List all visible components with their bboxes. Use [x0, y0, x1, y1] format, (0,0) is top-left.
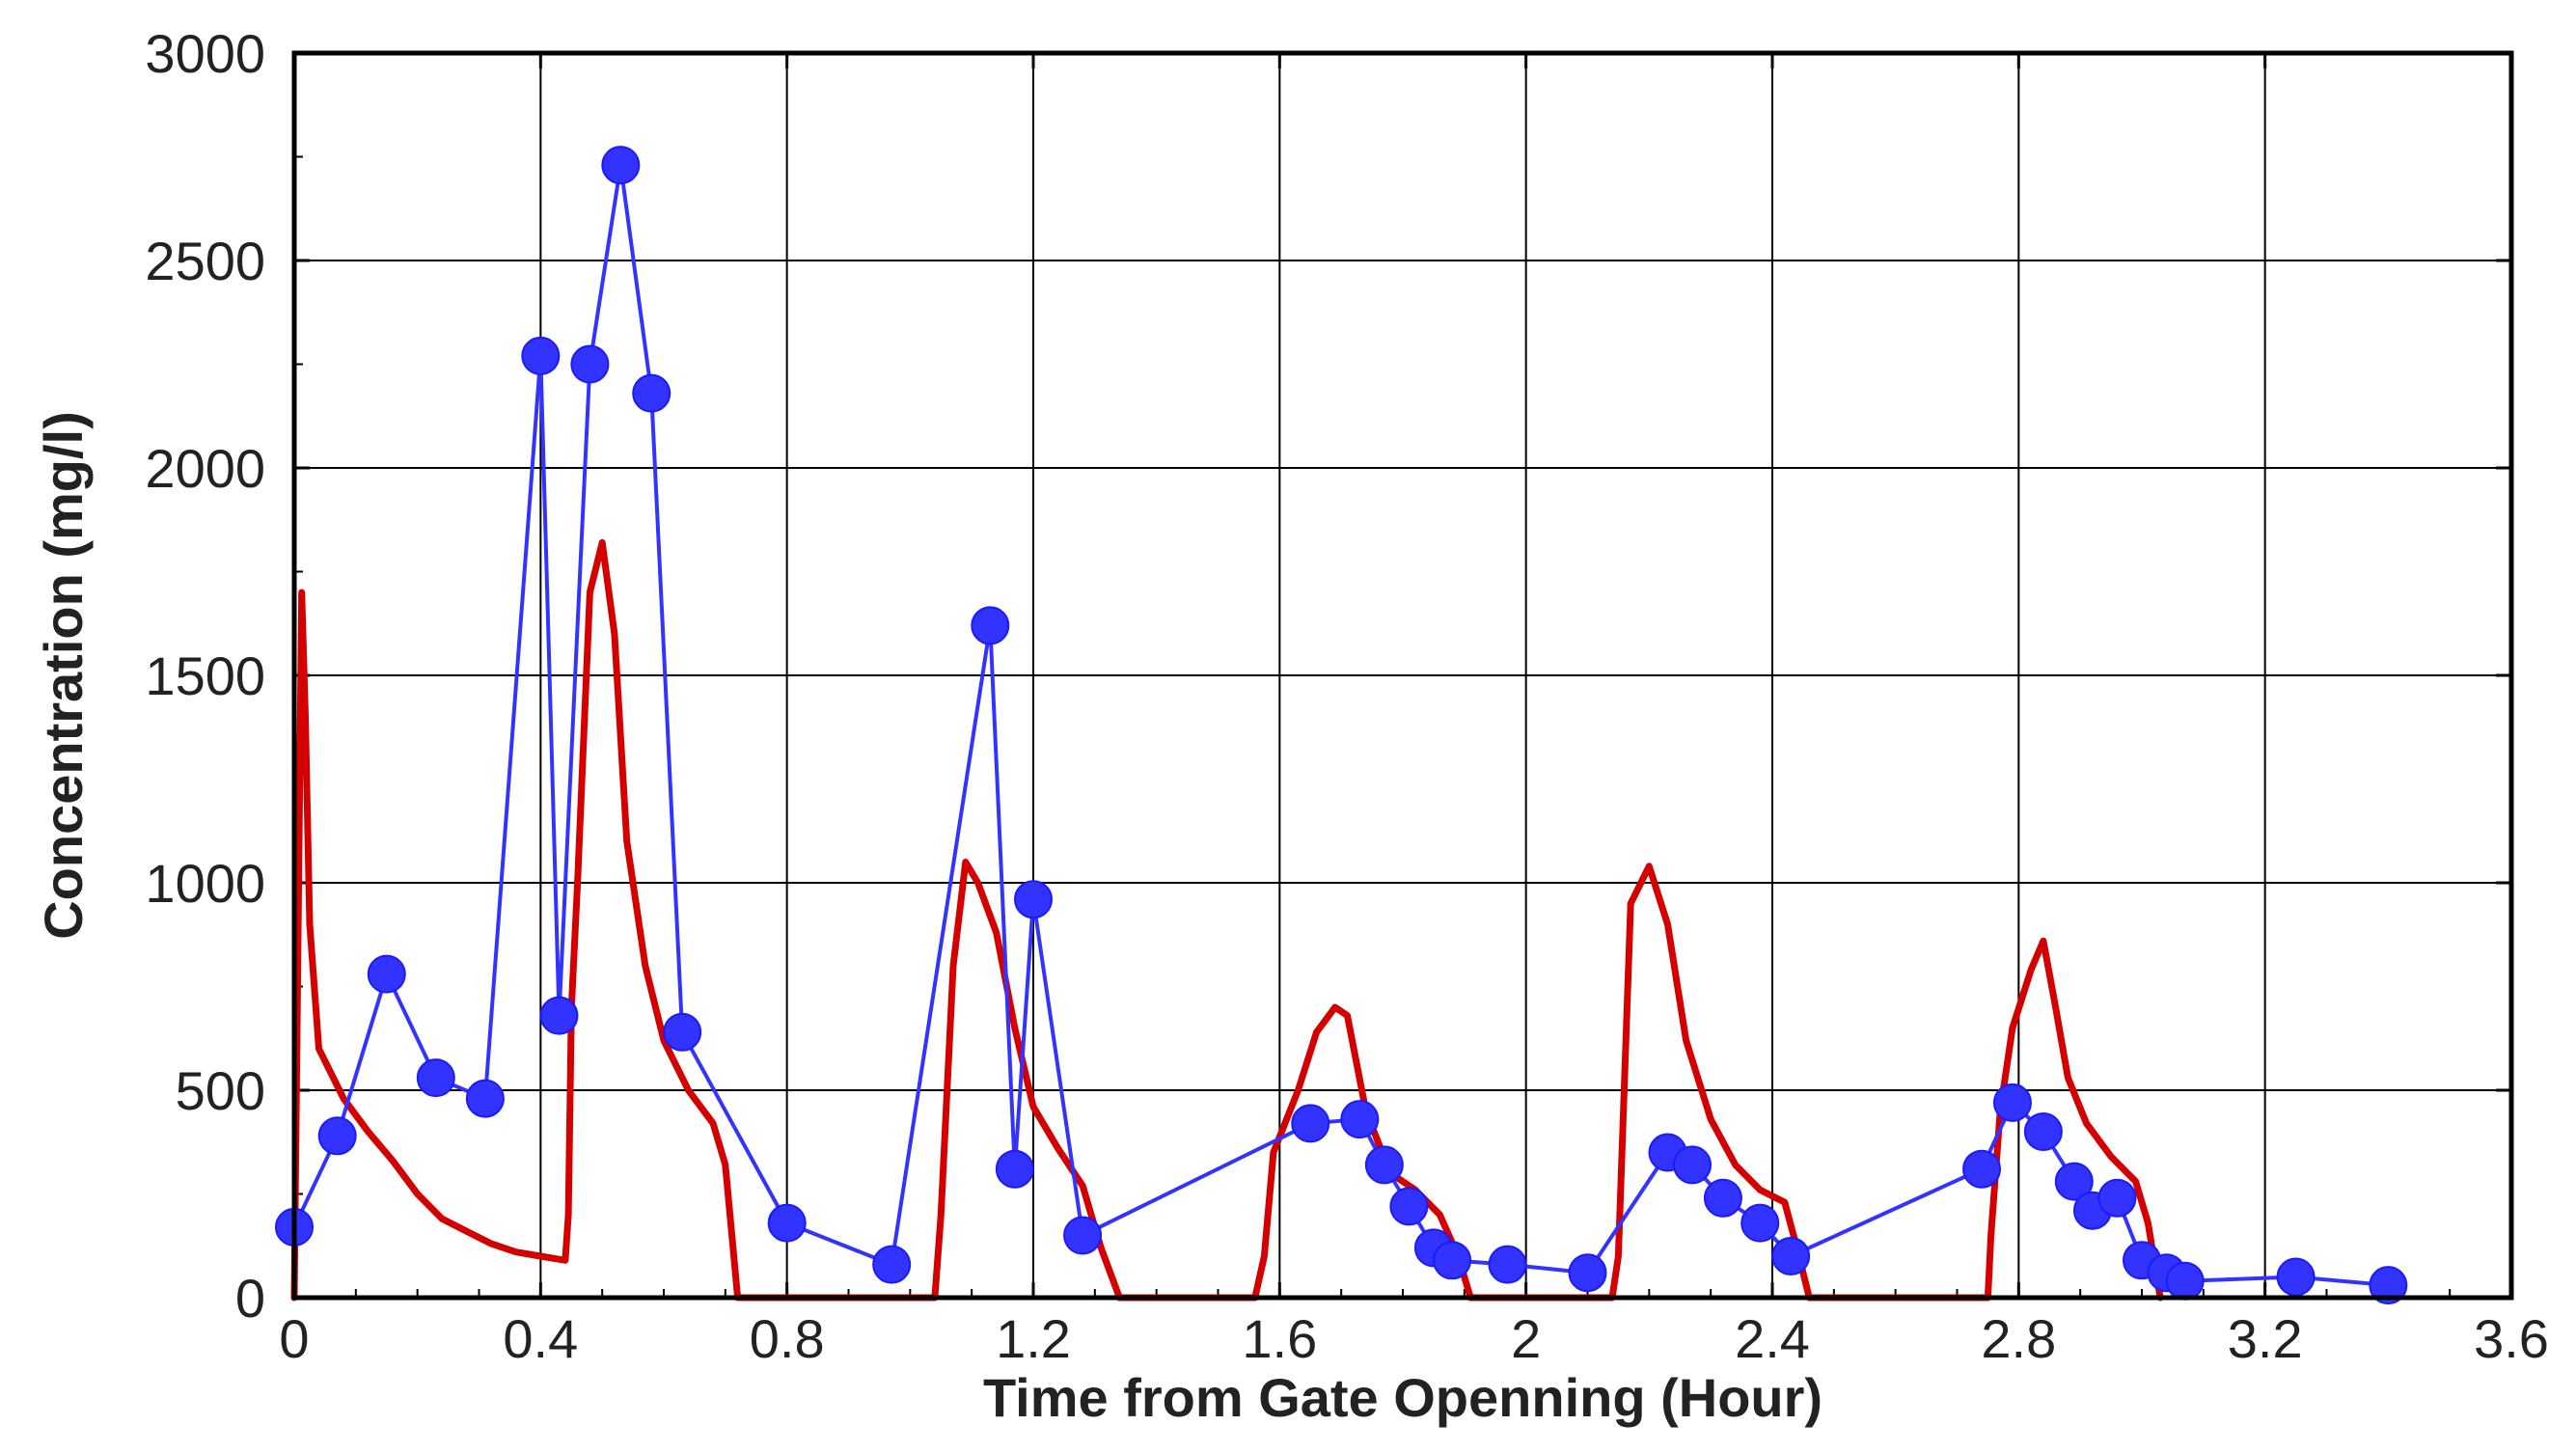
x-tick-label: 0.4 [503, 1308, 578, 1369]
data-point [1063, 1216, 1103, 1255]
x-tick-label: 3.2 [2228, 1308, 2303, 1369]
data-point [2369, 1266, 2408, 1305]
y-tick-label: 2000 [145, 438, 265, 499]
x-tick-label: 1.2 [996, 1308, 1071, 1369]
data-point [539, 996, 579, 1035]
data-point [1703, 1178, 1742, 1218]
data-point [2165, 1261, 2205, 1301]
data-point [416, 1058, 455, 1098]
x-tick-label: 2.8 [1981, 1308, 2056, 1369]
data-point [1740, 1203, 1780, 1243]
series-1 [275, 146, 2408, 1305]
data-point [1340, 1100, 1380, 1139]
data-point [1771, 1237, 1811, 1275]
y-tick-label: 2500 [145, 231, 265, 291]
data-point [1364, 1145, 1404, 1185]
data-point [1673, 1145, 1713, 1185]
x-tick-label: 0.8 [750, 1308, 825, 1369]
data-point [1962, 1149, 2002, 1189]
data-point [317, 1116, 357, 1156]
x-tick-label: 3.6 [2474, 1308, 2549, 1369]
data-point [872, 1245, 912, 1284]
data-point [1291, 1104, 1330, 1143]
x-tick-labels: 0 0.4 0.8 1.2 1.6 2 2.4 2.8 3.2 3.6 [279, 1308, 2549, 1369]
data-point [1014, 880, 1053, 919]
series-layer [275, 146, 2408, 1305]
data-point [1992, 1083, 2032, 1122]
x-tick-label: 2 [1511, 1308, 1541, 1369]
x-tick-label: 2.4 [1735, 1308, 1810, 1369]
data-point [767, 1203, 807, 1243]
data-point [2097, 1178, 2137, 1218]
data-point [367, 954, 406, 994]
data-point [2276, 1257, 2316, 1297]
data-point [995, 1149, 1034, 1189]
x-tick-label: 1.6 [1242, 1308, 1317, 1369]
y-tick-label: 1500 [145, 645, 265, 706]
x-tick-label: 0 [279, 1308, 309, 1369]
y-tick-label: 3000 [145, 23, 265, 84]
y-tick-label: 500 [176, 1060, 265, 1121]
y-tick-label: 1000 [145, 853, 265, 914]
y-tick-labels: 0 500 1000 1500 2000 2500 3000 [145, 23, 265, 1329]
data-point [663, 1012, 702, 1052]
data-point [1568, 1253, 1607, 1293]
data-point [1389, 1187, 1429, 1226]
plot-frame [291, 50, 2514, 1301]
x-axis-title: Time from Gate Openning (Hour) [983, 1367, 1822, 1428]
data-point [2054, 1162, 2094, 1201]
data-point [570, 344, 610, 384]
data-point [971, 606, 1010, 645]
data-point [465, 1079, 505, 1118]
data-point [632, 373, 671, 413]
data-point [1488, 1245, 1527, 1284]
y-tick-label: 0 [235, 1268, 265, 1329]
y-axis-title: Concentration (mg/l) [33, 411, 94, 940]
data-point [601, 146, 641, 185]
data-point [2023, 1112, 2063, 1151]
data-point [1433, 1241, 1472, 1280]
data-point [521, 336, 561, 375]
